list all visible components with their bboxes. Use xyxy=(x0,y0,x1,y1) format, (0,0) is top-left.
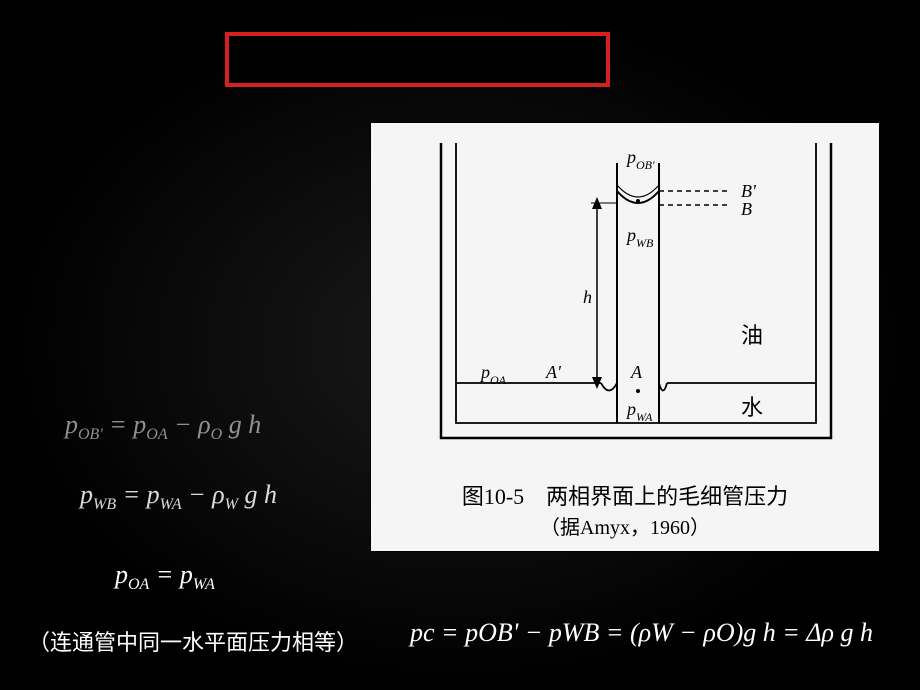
figure-caption: 图10-5 两相界面上的毛细管压力 （据Amyx，1960） xyxy=(371,480,879,543)
label-oil: 油 xyxy=(741,323,763,348)
label-b-prime: B' xyxy=(741,181,757,201)
svg-text:pOB': pOB' xyxy=(625,147,655,172)
capillary-figure: pOB' B' B pWB h pOA A' A pWA 油 水 图10-5 两… xyxy=(370,122,880,552)
label-p-oa: p xyxy=(479,362,490,382)
equation-3: pOA = pWA xyxy=(115,560,215,594)
label-b: B xyxy=(741,199,752,219)
label-p-wb-sub: WB xyxy=(636,236,654,250)
label-p-ob-sub: OB' xyxy=(636,158,655,172)
label-p-ob: p xyxy=(625,147,636,167)
equation-2: pWB = pWA − ρW g h xyxy=(80,480,277,514)
equation-1: pOB' = pOA − ρO g h xyxy=(65,410,261,444)
label-p-wb: p xyxy=(625,225,636,245)
label-p-wa: p xyxy=(625,399,636,419)
label-water: 水 xyxy=(741,395,763,420)
capillary-diagram: pOB' B' B pWB h pOA A' A pWA 油 水 xyxy=(371,123,881,483)
figure-caption-line2: （据Amyx，1960） xyxy=(371,513,879,543)
label-a-prime: A' xyxy=(545,362,562,382)
equation-note: （连通管中同一水平面压力相等） xyxy=(28,625,358,657)
red-highlight-box xyxy=(225,32,610,87)
label-a: A xyxy=(630,362,643,382)
label-p-oa-sub: OA xyxy=(490,373,507,387)
label-p-wa-sub: WA xyxy=(636,410,653,424)
svg-text:pWB: pWB xyxy=(625,225,654,250)
svg-text:pWA: pWA xyxy=(625,399,653,424)
equation-4: pc = pOB' − pWB = (ρW − ρO)g h = Δρ g h xyxy=(410,618,873,648)
figure-caption-line1: 图10-5 两相界面上的毛细管压力 xyxy=(371,480,879,513)
label-h: h xyxy=(583,287,592,307)
